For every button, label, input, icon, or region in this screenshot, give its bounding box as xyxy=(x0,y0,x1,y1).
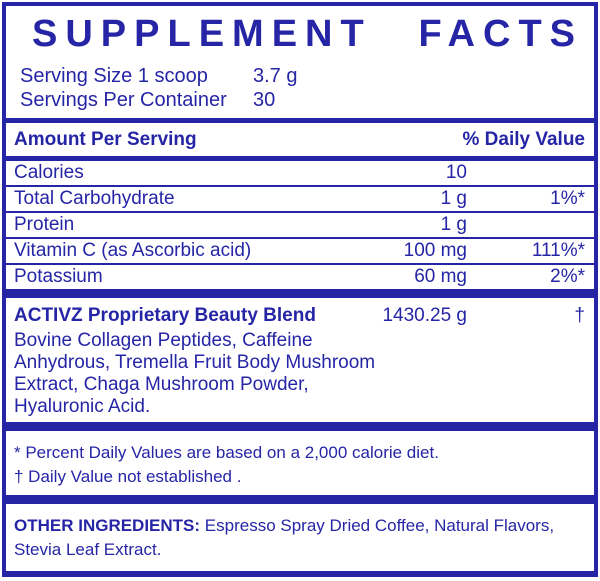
table-row-total-carbohydrate: Total Carbohydrate 1 g 1%* xyxy=(6,185,594,211)
other-ingredients-section: OTHER INGREDIENTS: Espresso Spray Dried … xyxy=(6,504,594,571)
table-row-calories: Calories 10 xyxy=(6,161,594,185)
nutrient-daily-value: 2%* xyxy=(550,266,585,287)
table-row-potassium: Potassium 60 mg 2%* xyxy=(6,263,594,289)
nutrient-amount: 1 g xyxy=(440,188,467,209)
nutrient-name: Potassium xyxy=(14,266,103,287)
section-divider xyxy=(6,156,594,161)
daily-value-header: % Daily Value xyxy=(462,128,585,150)
nutrient-name: Total Carbohydrate xyxy=(14,188,175,209)
nutrient-name: Vitamin C (as Ascorbic acid) xyxy=(14,240,252,261)
blend-ingredients-line: Bovine Collagen Peptides, Caffeine xyxy=(14,330,313,351)
section-divider xyxy=(6,118,594,123)
servings-per-container-label: Servings Per Container xyxy=(20,89,227,111)
panel-title: SUPPLEMENT FACTS xyxy=(14,14,585,54)
footnotes-section: * Percent Daily Values are based on a 2,… xyxy=(6,431,594,495)
serving-size-label: Serving Size 1 scoop xyxy=(20,65,208,87)
blend-header-row: ACTIVZ Proprietary Beauty Blend 1430.25 … xyxy=(14,303,585,328)
serving-size-value: 3.7 g xyxy=(253,65,298,87)
blend-name: ACTIVZ Proprietary Beauty Blend xyxy=(14,305,316,326)
top-section: SUPPLEMENT FACTS Serving Size 1 scoop 3.… xyxy=(6,6,594,118)
amount-per-serving-header: Amount Per Serving xyxy=(14,128,197,150)
daily-value-not-established-footnote: † Daily Value not established . xyxy=(14,467,242,486)
table-header-row: Amount Per Serving % Daily Value xyxy=(6,123,594,156)
nutrient-daily-value: 1%* xyxy=(550,188,585,209)
nutrient-amount: 10 xyxy=(445,162,467,183)
proprietary-blend-section: ACTIVZ Proprietary Beauty Blend 1430.25 … xyxy=(6,298,594,422)
nutrient-amount: 1 g xyxy=(440,214,467,235)
servings-per-container-row: Servings Per Container 30 xyxy=(20,88,585,112)
blend-daily-value-dagger: † xyxy=(574,305,585,326)
table-row-vitamin-c: Vitamin C (as Ascorbic acid) 100 mg 111%… xyxy=(6,237,594,263)
blend-ingredients-line: Anhydrous, Tremella Fruit Body Mushroom xyxy=(14,352,376,373)
servings-per-container-value: 30 xyxy=(253,89,276,111)
table-row-protein: Protein 1 g xyxy=(6,211,594,237)
nutrient-rows: Calories 10 Total Carbohydrate 1 g 1%* P… xyxy=(6,161,594,289)
panel-title-word-facts: FACTS xyxy=(418,13,583,55)
panel-title-word-supplement: SUPPLEMENT xyxy=(32,13,372,55)
other-ingredients-text: Espresso Spray Dried Coffee, Natural Fla… xyxy=(14,516,555,559)
section-divider xyxy=(6,422,594,431)
blend-ingredients-line: Extract, Chaga Mushroom Powder, xyxy=(14,374,309,395)
blend-ingredients: Bovine Collagen Peptides, Caffeine Anhyd… xyxy=(14,328,404,418)
other-ingredients-label: OTHER INGREDIENTS: xyxy=(14,516,201,535)
nutrient-daily-value: 111%* xyxy=(531,240,585,261)
serving-size-row: Serving Size 1 scoop 3.7 g xyxy=(20,64,585,88)
nutrient-amount: 60 mg xyxy=(414,266,467,287)
nutrient-name: Protein xyxy=(14,214,75,235)
blend-amount: 1430.25 g xyxy=(382,305,467,326)
nutrient-amount: 100 mg xyxy=(403,240,467,261)
blend-ingredients-line: Hyaluronic Acid. xyxy=(14,396,151,417)
percent-daily-value-footnote: * Percent Daily Values are based on a 2,… xyxy=(14,443,439,462)
section-divider xyxy=(6,495,594,504)
serving-info: Serving Size 1 scoop 3.7 g Servings Per … xyxy=(14,64,585,112)
section-divider xyxy=(6,289,594,298)
nutrient-name: Calories xyxy=(14,162,84,183)
